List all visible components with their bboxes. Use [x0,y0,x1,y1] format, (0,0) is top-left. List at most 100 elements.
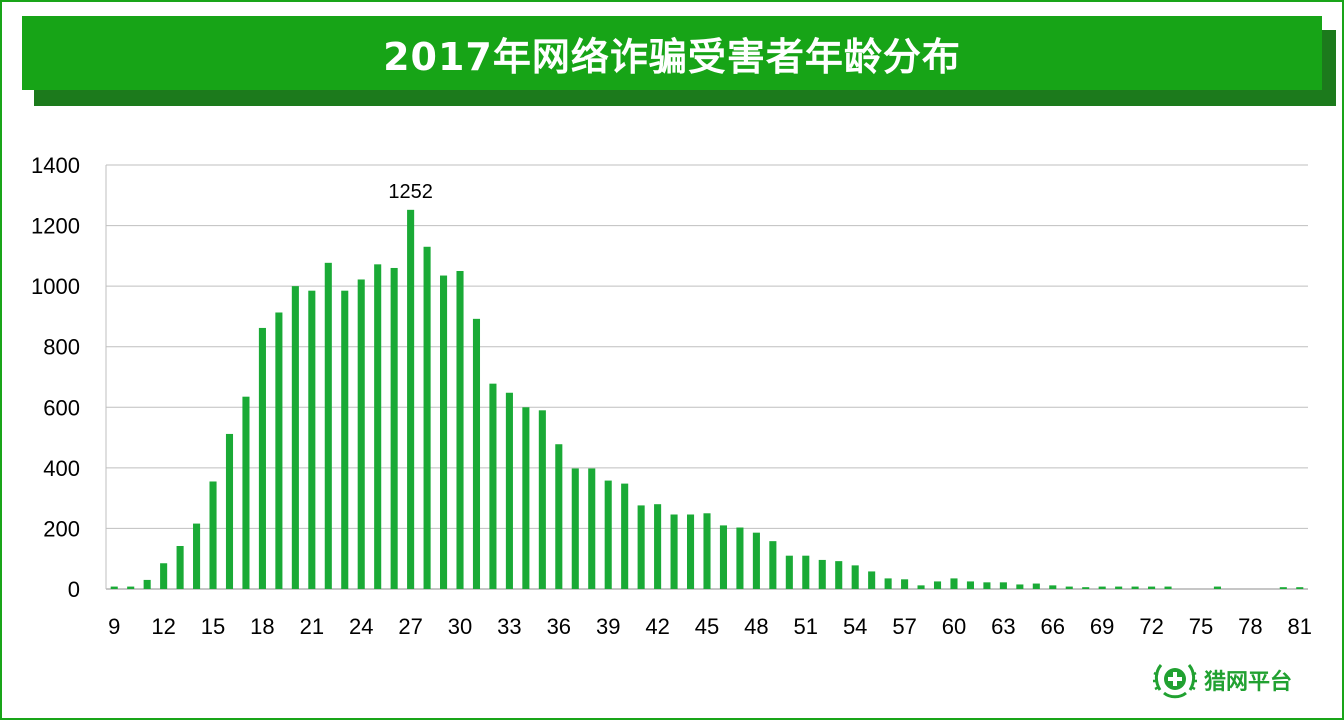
x-tick-label: 42 [645,614,669,639]
bar [143,579,151,589]
bar [291,286,299,589]
bar [785,555,793,589]
bar [374,264,382,589]
bar [835,561,843,589]
x-tick-label: 57 [892,614,916,639]
laurel-cross-logo-icon [1153,664,1197,699]
bar [538,410,546,589]
bar [1213,586,1221,589]
bar [390,267,398,589]
bar [999,582,1007,589]
data-label: 1252 [388,181,433,203]
bar [456,271,464,589]
bar [950,578,958,589]
x-tick-label: 9 [108,614,120,639]
x-tick-label: 72 [1139,614,1163,639]
bar [917,585,925,589]
bar [686,514,695,589]
bar [769,541,777,589]
bar [110,586,118,589]
x-tick-label: 45 [695,614,719,639]
bar [637,505,645,589]
bar [719,525,728,589]
bar [933,581,942,589]
bar [522,407,530,589]
x-tick-label: 36 [547,614,571,639]
bar [966,581,974,589]
x-tick-label: 63 [991,614,1015,639]
bar [1016,584,1024,589]
bar [752,532,760,589]
x-tick-label: 39 [596,614,620,639]
bar [901,579,909,589]
x-tick-label: 66 [1041,614,1065,639]
bar [621,483,629,589]
title-banner: 2017年网络诈骗受害者年龄分布 [22,16,1322,90]
bar [160,563,168,589]
bar [308,290,316,589]
x-tick-label: 75 [1189,614,1213,639]
bar [225,433,234,589]
bar [1049,585,1057,589]
bar [851,565,859,589]
bar [654,504,662,589]
bar [193,523,201,589]
x-tick-label: 21 [300,614,324,639]
bar [736,527,744,589]
bar [1065,586,1073,589]
brand-watermark: 猎网平台 [1152,660,1292,700]
bar [983,582,991,589]
x-tick-label: 18 [250,614,274,639]
chart-title: 2017年网络诈骗受害者年龄分布 [383,34,961,79]
x-tick-label: 15 [201,614,225,639]
bar [209,481,217,589]
bar [127,586,135,589]
y-tick-label: 1000 [31,274,80,299]
bar [324,262,332,589]
bar [703,513,711,589]
x-tick-label: 81 [1288,614,1312,639]
bar [258,327,266,589]
bar [407,209,415,589]
x-tick-label: 54 [843,614,867,639]
x-tick-label: 27 [398,614,422,639]
x-tick-label: 30 [448,614,472,639]
bar [1032,583,1040,589]
x-tick-label: 33 [497,614,521,639]
bar [1115,586,1123,589]
y-tick-label: 1400 [31,153,80,178]
bar [1131,586,1139,589]
bar [1098,586,1106,589]
bar [1082,587,1090,589]
x-tick-label: 69 [1090,614,1114,639]
bar [472,318,481,589]
bar [440,275,448,589]
bar [1296,587,1304,589]
bar [1279,587,1287,589]
brand-name: 猎网平台 [1204,670,1293,695]
y-tick-label: 800 [43,335,80,360]
bar [275,312,283,589]
y-tick-label: 200 [43,516,80,541]
bar [555,444,563,589]
bar [802,555,810,589]
bar [818,559,826,589]
x-tick-label: 48 [744,614,768,639]
x-tick-label: 60 [942,614,966,639]
y-tick-label: 400 [43,456,80,481]
bar [604,480,612,589]
bar [884,578,892,589]
bar [670,514,678,589]
x-tick-label: 24 [349,614,373,639]
y-tick-label: 0 [68,577,80,602]
bar [868,571,876,589]
bar [423,246,431,589]
y-tick-label: 1200 [31,214,80,239]
bar [588,468,596,589]
bar [1148,586,1156,589]
bar [357,279,365,589]
bar [176,545,184,589]
x-tick-label: 51 [794,614,818,639]
x-tick-label: 12 [151,614,175,639]
bar [242,396,250,589]
